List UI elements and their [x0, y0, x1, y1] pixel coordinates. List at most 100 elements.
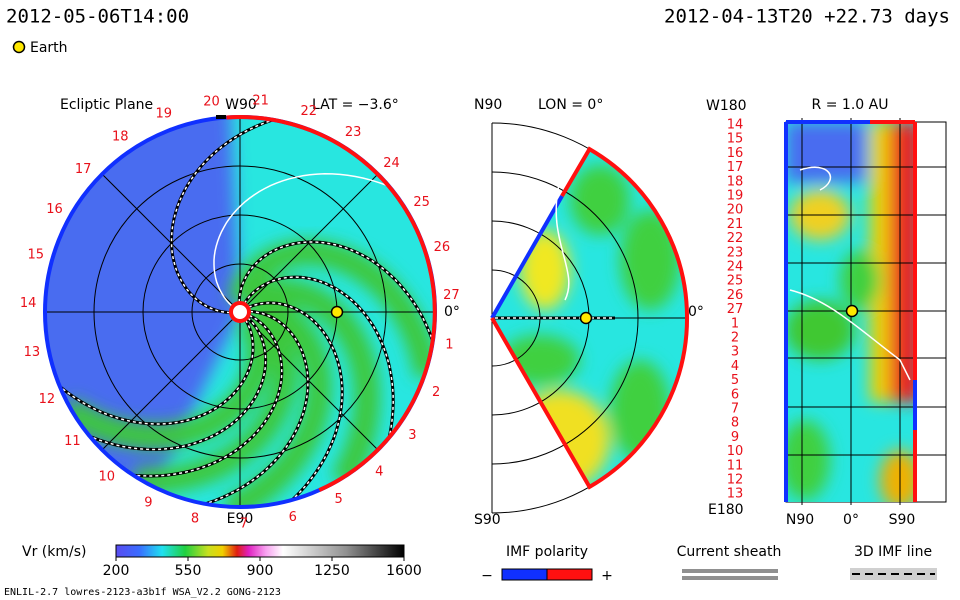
- ecliptic-bottom: E90: [227, 511, 254, 527]
- ecliptic-right: 0°: [444, 304, 460, 320]
- carrington-label: 10: [99, 469, 116, 484]
- carrington-label: 3: [408, 428, 416, 443]
- carrington-label: 15: [28, 247, 45, 262]
- y-tick-label: 8: [731, 416, 739, 431]
- carrington-label: 25: [413, 195, 430, 210]
- carrington-label: 18: [112, 130, 129, 145]
- y-tick-label: 13: [727, 487, 744, 502]
- colorbar-tick-label: 1600: [386, 563, 422, 579]
- imf-plus: +: [601, 568, 613, 584]
- y-tick-label: 23: [727, 245, 744, 260]
- field-line: [238, 241, 435, 348]
- imf-title: IMF polarity: [506, 544, 588, 560]
- footer: ENLIL-2.7 lowres-2123-a3b1f WSA_V2.2 GON…: [4, 587, 281, 598]
- time: 2012-05-06T14:00: [6, 6, 189, 28]
- meridional-longitude: LON = 0°: [538, 97, 603, 113]
- radial-panel: [784, 118, 947, 505]
- carrington-label: 14: [20, 296, 37, 311]
- field-line: [126, 314, 283, 477]
- radial-top: W180: [706, 98, 747, 114]
- carrington-label: 20: [203, 94, 220, 109]
- y-tick-label: 10: [727, 444, 744, 459]
- ecliptic-title: Ecliptic Plane: [60, 97, 153, 113]
- carrington-label: 19: [156, 107, 173, 122]
- colorbar-tick-label: 900: [247, 563, 274, 579]
- carrington-label: 7: [240, 516, 248, 531]
- y-tick-label: 7: [731, 402, 739, 417]
- y-tick-label: 19: [727, 189, 744, 204]
- y-tick-label: 22: [727, 231, 744, 246]
- y-tick-label: 3: [731, 345, 739, 360]
- carrington-label: 23: [345, 125, 362, 140]
- carrington-label: 26: [434, 240, 451, 255]
- meridional-top: N90: [474, 97, 502, 113]
- carrington-label: 24: [383, 156, 400, 171]
- carrington-label: 27: [443, 288, 460, 303]
- carrington-label: 22: [301, 104, 318, 119]
- colorbar-tick-label: 200: [103, 563, 130, 579]
- y-tick-label: 4: [731, 359, 739, 374]
- speed-band: [134, 303, 298, 494]
- y-tick-label: 24: [727, 260, 744, 275]
- carrington-label: 11: [64, 434, 81, 449]
- y-tick-label: 27: [727, 302, 744, 317]
- y-tick-label: 6: [731, 387, 739, 402]
- carrington-label: 12: [39, 392, 56, 407]
- earth: [330, 305, 344, 319]
- colorbar-tick-label: 1250: [314, 563, 350, 579]
- y-tick-label: 17: [727, 160, 744, 175]
- y-tick-label: 25: [727, 274, 744, 289]
- speed-band: [227, 239, 435, 379]
- carrington-label: 9: [144, 496, 152, 511]
- earth: [579, 311, 593, 325]
- radial-title: R = 1.0 AU: [812, 97, 889, 113]
- field-line: [248, 302, 343, 505]
- carrington-label: 16: [46, 202, 63, 217]
- speed-band: [222, 296, 332, 507]
- ecliptic-top: W90: [225, 97, 257, 113]
- sheath-title: Current sheath: [677, 544, 782, 560]
- field-line: [198, 310, 309, 507]
- field-line: [170, 117, 280, 314]
- carrington-label: 8: [191, 512, 199, 527]
- colorbar-label: Vr (km/s): [22, 544, 86, 560]
- x-tick-label: S90: [889, 512, 916, 528]
- carrington-label: 5: [335, 492, 343, 507]
- speed-band: [238, 278, 381, 489]
- y-tick-label: 20: [727, 203, 744, 218]
- carrington-label: 6: [289, 510, 297, 525]
- y-tick-label: 9: [731, 430, 739, 445]
- y-tick-label: 18: [727, 174, 744, 189]
- imf-positive: [546, 568, 593, 581]
- meridional-panel: [490, 122, 690, 514]
- carrington-label: 2: [432, 385, 440, 400]
- y-tick-label: 14: [727, 118, 744, 133]
- y-tick-label: 21: [727, 217, 744, 232]
- meridional-right: 0°: [688, 304, 704, 320]
- colorbar-tick-label: 550: [175, 563, 202, 579]
- meridional-bottom: S90: [474, 512, 501, 528]
- ecliptic-panel: [43, 115, 437, 509]
- reference-time: 2012-04-13T20 +22.73 days: [664, 6, 950, 28]
- earth-legend-marker: [12, 40, 26, 54]
- sector-boundary: [213, 173, 396, 307]
- speed-band: [60, 311, 272, 450]
- carrington-label: 13: [24, 345, 41, 360]
- y-tick-label: 1: [731, 316, 739, 331]
- field-line: [54, 319, 254, 425]
- colorbar: [115, 544, 405, 558]
- y-tick-label: 12: [727, 473, 744, 488]
- field-line: [83, 317, 267, 451]
- y-tick-label: 15: [727, 132, 744, 147]
- imf-minus: −: [481, 568, 493, 584]
- radial-bottom: E180: [708, 502, 744, 518]
- carrington-label: 1: [445, 337, 453, 352]
- carrington-label: 4: [375, 464, 383, 479]
- earth: [845, 304, 859, 318]
- y-tick-label: 11: [727, 458, 744, 473]
- y-tick-label: 16: [727, 146, 744, 161]
- ecliptic-latitude: LAT = −3.6°: [312, 97, 399, 113]
- carrington-label: 21: [252, 94, 269, 109]
- imf-negative: [501, 568, 548, 581]
